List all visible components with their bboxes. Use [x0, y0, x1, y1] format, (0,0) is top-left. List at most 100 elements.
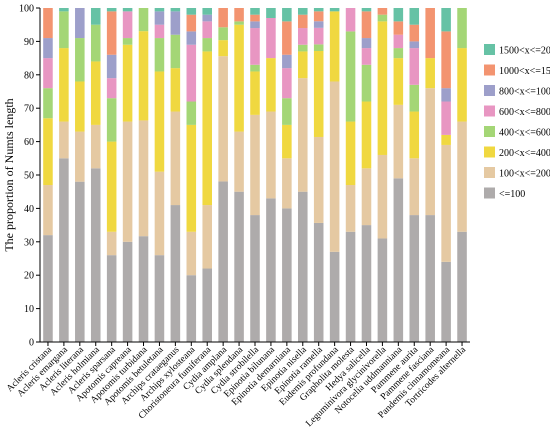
- bar-segment: [441, 261, 451, 342]
- bar-segment: [409, 84, 420, 112]
- bar-segment: [90, 8, 101, 25]
- bar-segment: [202, 205, 212, 269]
- bar-segment: [345, 231, 356, 342]
- bar-segment: [409, 24, 420, 42]
- bar-segment: [266, 18, 276, 59]
- bar-segment: [59, 11, 69, 49]
- y-tick-label: 10: [24, 304, 34, 315]
- bar-stack: [457, 8, 467, 342]
- bar-segment: [59, 158, 69, 342]
- bar-stack: [361, 8, 372, 342]
- bar-segment: [138, 8, 149, 32]
- bar-segment: [409, 215, 420, 342]
- y-tick-label: 90: [24, 37, 34, 48]
- bar-stack: [170, 8, 181, 342]
- bar-segment: [282, 98, 292, 125]
- bar-stack: [59, 8, 69, 342]
- bar-stack: [234, 8, 244, 342]
- bar-segment: [122, 11, 133, 39]
- legend-item: 100<x<=200: [484, 167, 550, 180]
- bar-stack: [298, 8, 308, 342]
- bar-segment: [59, 48, 69, 122]
- bar-segment: [282, 8, 292, 22]
- y-axis-ticks: 0 10 20 30 40 50 60 70 80 90 100: [19, 4, 40, 349]
- bar-stack: [329, 8, 340, 342]
- bar-segment: [170, 8, 181, 12]
- legend-label: 200<x<=400: [499, 148, 550, 159]
- bar-segment: [361, 11, 372, 39]
- bar-segment: [250, 8, 260, 15]
- bar-segment: [282, 54, 292, 69]
- legend-item: 200<x<=400: [484, 146, 550, 159]
- bar-segment: [218, 40, 228, 57]
- bar-segment: [441, 8, 451, 32]
- bar-segment: [186, 101, 197, 125]
- bar-segment: [409, 158, 420, 216]
- bar-segment: [298, 28, 308, 45]
- bar-stack: [202, 8, 212, 342]
- bar-segment: [218, 8, 228, 28]
- bar-segment: [43, 88, 53, 119]
- bar-segment: [43, 58, 53, 89]
- y-tick-label: 40: [24, 204, 34, 215]
- bar-segment: [202, 51, 212, 206]
- bar-stack: [266, 8, 276, 342]
- bar-segment: [313, 222, 324, 342]
- bar-segment: [202, 8, 212, 15]
- bar-segment: [90, 24, 101, 62]
- bar-segment: [154, 38, 165, 72]
- bar-segment: [154, 24, 165, 39]
- y-tick-label: 50: [24, 171, 34, 182]
- bar-segment: [393, 48, 404, 59]
- bar-segment: [90, 124, 101, 169]
- bar-segment: [106, 231, 117, 256]
- bar-segment: [170, 111, 181, 206]
- bar-segment: [106, 11, 117, 55]
- bar-segment: [122, 8, 133, 12]
- bar-segment: [409, 111, 420, 159]
- bar-stack: [122, 8, 133, 342]
- legend-label: 1000<x<=1500: [499, 66, 550, 77]
- legend-swatch: [484, 85, 495, 96]
- bar-segment: [441, 88, 451, 102]
- bar-segment: [298, 51, 308, 79]
- bar-segment: [202, 268, 212, 342]
- bar-stack: [186, 8, 197, 342]
- bar-stack: [377, 8, 388, 342]
- bar-stack: [138, 8, 149, 342]
- bar-segment: [186, 275, 197, 342]
- legend-item: 1500<x<=2000: [484, 44, 550, 57]
- bar-segment: [218, 181, 228, 342]
- y-axis-title: The proportion of Numts length: [2, 98, 16, 251]
- bar-segment: [393, 58, 404, 105]
- bar-segment: [441, 134, 451, 145]
- bar-segment: [250, 215, 260, 342]
- bar-segment: [457, 121, 467, 232]
- bar-segment: [361, 38, 372, 49]
- legend-swatch: [484, 44, 495, 55]
- bar-stack: [106, 8, 117, 342]
- bar-segment: [361, 168, 372, 226]
- y-tick-label: 0: [29, 338, 34, 349]
- bar-segment: [154, 171, 165, 256]
- bar-segment: [329, 81, 340, 252]
- bar-segment: [441, 31, 451, 89]
- bar-segment: [266, 8, 276, 19]
- bar-segment: [377, 154, 388, 239]
- bar-segment: [409, 41, 420, 49]
- bar-stack: [250, 8, 260, 342]
- bar-stack: [154, 8, 165, 342]
- legend-swatch: [484, 105, 495, 117]
- bar-segment: [186, 124, 197, 232]
- bar-segment: [361, 8, 372, 12]
- bar-segment: [75, 81, 85, 132]
- bar-segment: [313, 21, 324, 28]
- bar-segment: [106, 141, 117, 232]
- bar-segment: [313, 44, 324, 51]
- y-tick-label: 80: [24, 70, 34, 81]
- bar-segment: [329, 11, 340, 82]
- bar-segment: [393, 21, 404, 35]
- bar-segment: [409, 8, 420, 25]
- bar-segment: [250, 28, 260, 65]
